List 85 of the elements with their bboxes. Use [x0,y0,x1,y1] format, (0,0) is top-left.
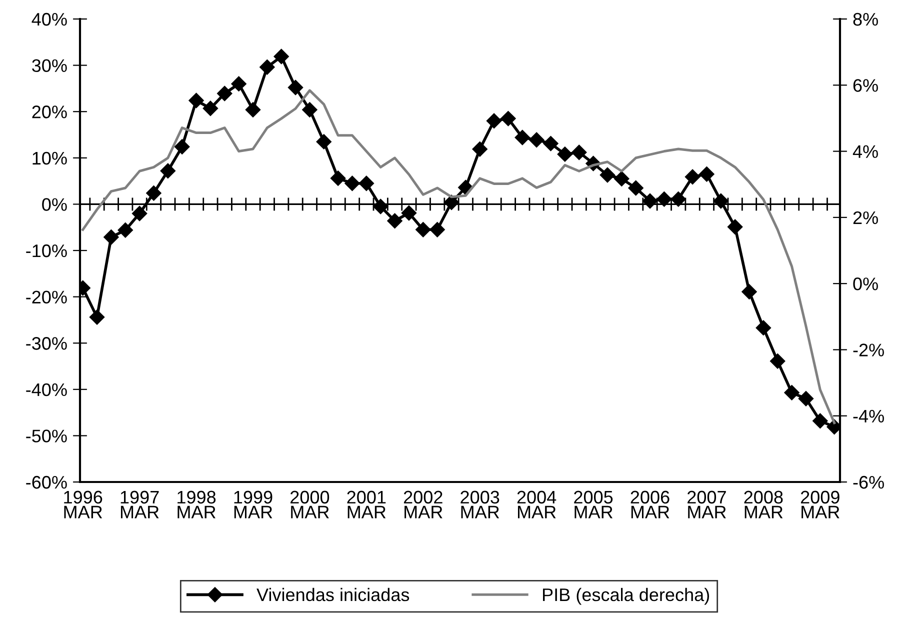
point [160,163,176,178]
y-tick-label: -30% [26,337,67,350]
y-tick-label: 30% [32,59,67,72]
y2-tick-label: 6% [853,79,878,92]
y2-tick-label: 0% [853,278,878,290]
y2-tick-label: 8% [853,12,878,26]
point [784,385,800,400]
point [713,193,728,209]
legend-label: PIB (escala derecha) [543,588,710,605]
point [684,169,700,184]
point [699,166,714,182]
x-tick-label: 1998 MAR [178,490,216,518]
point [202,100,218,116]
y-tick-label: 0% [42,198,67,211]
x-tick-label: 2008 MAR [744,490,783,518]
point [557,146,572,162]
x-tick-label: 1997 MAR [120,490,159,518]
point [132,206,148,222]
point [245,102,261,118]
x-tick-label: 1996 MAR [64,490,102,518]
y2-tick-label: -2% [853,344,884,356]
point [486,113,502,128]
point [387,213,402,228]
x-tick-label: 2005 MAR [574,490,613,518]
point [330,170,346,186]
point [373,198,388,214]
x-tick-label: 2002 MAR [404,490,442,518]
x-tick-label: 2006 MAR [630,490,670,518]
point [528,132,544,148]
y2-tick-label: 4% [852,145,878,158]
y-tick-label: 40% [32,12,67,26]
y-tick-label: -10% [26,244,67,258]
y2-tick-label: 2% [853,211,878,224]
x-tick-label: 2004 MAR [517,490,556,518]
point [742,284,757,300]
point [500,110,516,126]
point [444,194,460,210]
point [798,391,814,406]
x-tick-label: 1999 MAR [234,490,272,518]
point [756,320,772,336]
point [642,193,658,209]
point [770,354,786,369]
point [316,134,332,150]
point [430,222,445,238]
point [274,48,289,64]
y-tick-label: -50% [26,430,67,442]
point [614,171,630,186]
point [358,176,374,191]
y-tick-label: 20% [32,106,67,118]
point [188,92,204,108]
point [543,136,558,152]
point [670,192,686,207]
y2-tick-label: -4% [853,410,884,423]
y2-tick-label: -6% [853,476,884,489]
point [401,205,417,221]
x-tick-label: 2000 MAR [290,490,330,518]
point [89,310,105,325]
x-tick-label: 2009 MAR [800,490,840,518]
point [416,222,431,238]
y-tick-label: -60% [26,476,67,489]
point [118,222,133,238]
point [600,167,616,183]
point [288,80,304,96]
x-tick-label: 2007 MAR [688,490,726,518]
point [812,413,828,428]
y-tick-label: -40% [26,383,67,396]
x-tick-label: 2003 MAR [460,490,500,518]
legend-label: Viviendas iniciadas [256,588,410,602]
point [344,176,360,191]
point [656,192,672,207]
x-tick-label: 2001 MAR [347,490,386,518]
point [104,230,119,245]
point [728,219,743,234]
y-tick-label: 10% [32,152,67,165]
point [628,180,644,196]
point [174,139,190,154]
point [260,60,275,75]
y-tick-label: -20% [26,290,67,304]
point [146,186,162,201]
point [514,130,530,146]
point [217,86,232,102]
point [472,142,488,157]
point [572,144,587,160]
point [231,76,246,92]
point [302,102,318,118]
